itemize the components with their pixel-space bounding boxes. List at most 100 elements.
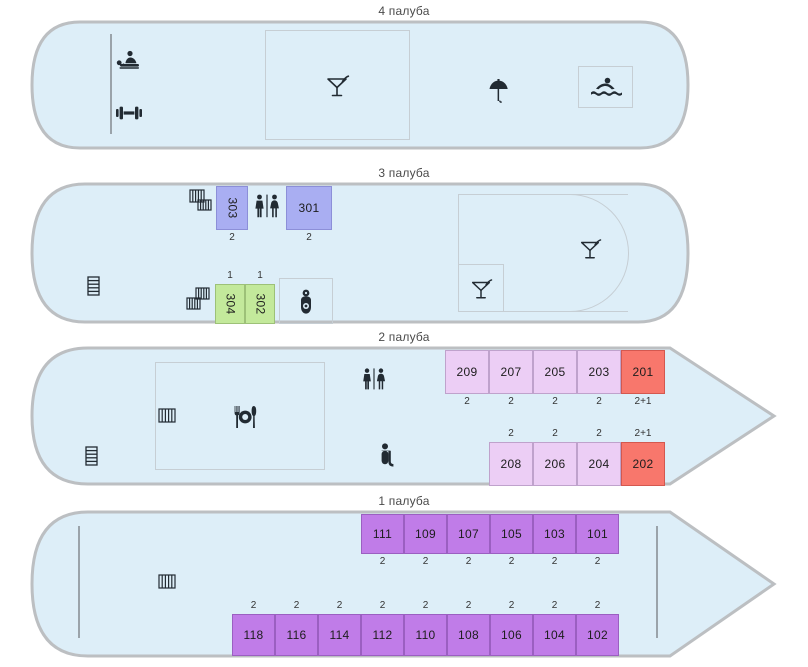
deck-title-3: 3 палуба bbox=[378, 166, 430, 180]
stairs-icon bbox=[84, 274, 102, 298]
cabin-number: 118 bbox=[243, 628, 264, 642]
cabin-110[interactable]: 110 bbox=[404, 614, 447, 656]
wc-icon bbox=[360, 366, 388, 392]
cabin-number: 112 bbox=[372, 628, 393, 642]
cabin-209[interactable]: 209 bbox=[445, 350, 489, 394]
cabin-105[interactable]: 105 bbox=[490, 514, 533, 554]
cabin-302[interactable]: 302 bbox=[245, 284, 275, 324]
cabin-111-capacity: 2 bbox=[379, 556, 386, 567]
cabin-118[interactable]: 118 bbox=[232, 614, 275, 656]
cabin-103-capacity: 2 bbox=[551, 556, 558, 567]
cabin-number: 203 bbox=[588, 365, 610, 379]
cabin-209-capacity: 2 bbox=[464, 396, 470, 407]
cabin-201-capacity: 2+1 bbox=[634, 396, 652, 407]
cabin-201[interactable]: 201 bbox=[621, 350, 665, 394]
cabin-103[interactable]: 103 bbox=[533, 514, 576, 554]
cabin-number: 206 bbox=[544, 457, 566, 471]
cabin-205[interactable]: 205 bbox=[533, 350, 577, 394]
cabin-number: 111 bbox=[372, 527, 393, 541]
deck-3-bar-box bbox=[458, 264, 504, 312]
cabin-114-capacity: 2 bbox=[336, 600, 343, 611]
deck-4-bar-room bbox=[265, 30, 410, 140]
cabin-111[interactable]: 111 bbox=[361, 514, 404, 554]
cabin-number: 207 bbox=[500, 365, 522, 379]
cabin-116[interactable]: 116 bbox=[275, 614, 318, 656]
cabin-206[interactable]: 206 bbox=[533, 442, 577, 486]
cabin-number: 101 bbox=[587, 527, 608, 541]
cabin-118-capacity: 2 bbox=[250, 600, 257, 611]
cabin-207[interactable]: 207 bbox=[489, 350, 533, 394]
cabin-number: 304 bbox=[222, 293, 237, 315]
cabin-303[interactable]: 303 bbox=[216, 186, 248, 230]
cabin-304[interactable]: 304 bbox=[215, 284, 245, 324]
cabin-number: 202 bbox=[632, 457, 654, 471]
cabin-114[interactable]: 114 bbox=[318, 614, 361, 656]
deck-2-hull bbox=[30, 346, 778, 486]
cabin-number: 104 bbox=[544, 628, 565, 642]
cabin-number: 106 bbox=[501, 628, 522, 642]
cabin-202-capacity: 2+1 bbox=[634, 428, 652, 439]
cabin-109[interactable]: 109 bbox=[404, 514, 447, 554]
stairs-icon bbox=[185, 286, 215, 314]
cabin-number: 116 bbox=[286, 628, 307, 642]
cabin-number: 109 bbox=[415, 527, 436, 541]
cabin-102[interactable]: 102 bbox=[576, 614, 619, 656]
restaurant-icon bbox=[230, 404, 260, 430]
souvenir-icon bbox=[292, 288, 320, 316]
cabin-104-capacity: 2 bbox=[551, 600, 558, 611]
cabin-204-capacity: 2 bbox=[596, 428, 602, 439]
cabin-number: 208 bbox=[500, 457, 522, 471]
cabin-number: 110 bbox=[415, 628, 436, 642]
sun-umbrella-icon bbox=[485, 78, 513, 106]
cabin-number: 114 bbox=[329, 628, 350, 642]
cabin-110-capacity: 2 bbox=[422, 600, 429, 611]
cabin-107[interactable]: 107 bbox=[447, 514, 490, 554]
stairs-icon bbox=[188, 188, 216, 214]
cabin-208[interactable]: 208 bbox=[489, 442, 533, 486]
cabin-102-capacity: 2 bbox=[594, 600, 601, 611]
cabin-303-capacity: 2 bbox=[229, 232, 235, 243]
cabin-107-capacity: 2 bbox=[465, 556, 472, 567]
cabin-101[interactable]: 101 bbox=[576, 514, 619, 554]
cabin-204[interactable]: 204 bbox=[577, 442, 621, 486]
cabin-109-capacity: 2 bbox=[422, 556, 429, 567]
deck-4-partition-line bbox=[110, 34, 112, 134]
deck-title-1: 1 палуба bbox=[378, 494, 430, 508]
deck-title-4: 4 палуба bbox=[378, 4, 430, 18]
cabin-301[interactable]: 301 bbox=[286, 186, 332, 230]
deck-1-partition-line-left bbox=[78, 526, 80, 638]
cabin-106[interactable]: 106 bbox=[490, 614, 533, 656]
deck-1: 111 2 109 2 107 2 105 2 103 2 101 2 2 11… bbox=[30, 510, 778, 658]
cabin-302-capacity: 1 bbox=[257, 270, 263, 281]
stairs-icon bbox=[82, 444, 100, 468]
cabin-203[interactable]: 203 bbox=[577, 350, 621, 394]
cabin-number: 103 bbox=[544, 527, 565, 541]
bar-icon bbox=[322, 72, 352, 100]
cabin-number: 303 bbox=[224, 197, 239, 219]
cabin-112[interactable]: 112 bbox=[361, 614, 404, 656]
cabin-203-capacity: 2 bbox=[596, 396, 602, 407]
cabin-number: 204 bbox=[588, 457, 610, 471]
cabin-108[interactable]: 108 bbox=[447, 614, 490, 656]
deck-2-restaurant-room bbox=[155, 362, 325, 470]
cabin-number: 209 bbox=[456, 365, 478, 379]
deck-2: 209 2 207 2 205 2 203 2 201 2+1 2 208 2 … bbox=[30, 346, 778, 486]
bar-icon bbox=[467, 275, 495, 303]
cabin-106-capacity: 2 bbox=[508, 600, 515, 611]
cabin-112-capacity: 2 bbox=[379, 600, 386, 611]
cabin-104[interactable]: 104 bbox=[533, 614, 576, 656]
massage-icon bbox=[114, 49, 144, 75]
cabin-202[interactable]: 202 bbox=[621, 442, 665, 486]
cabin-number: 302 bbox=[252, 293, 267, 315]
cabin-number: 102 bbox=[587, 628, 608, 642]
bar-icon bbox=[576, 235, 604, 263]
cabin-number: 205 bbox=[544, 365, 566, 379]
cabin-101-capacity: 2 bbox=[594, 556, 601, 567]
wc-icon bbox=[252, 192, 282, 220]
gym-icon bbox=[114, 102, 144, 124]
deck-title-2: 2 палуба bbox=[378, 330, 430, 344]
cabin-108-capacity: 2 bbox=[465, 600, 472, 611]
deck-3-souvenir-room bbox=[279, 278, 333, 324]
deck-4-hull bbox=[30, 20, 690, 150]
